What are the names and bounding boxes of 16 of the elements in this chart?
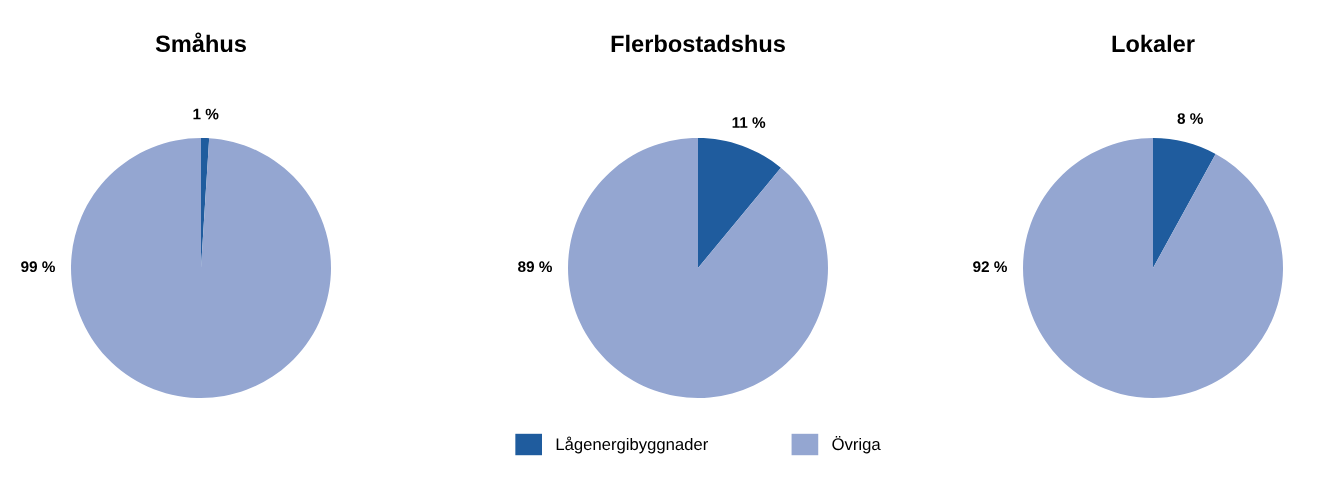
chart-title: Flerbostadshus <box>611 34 785 53</box>
legend-label: Lågenergibyggnader <box>556 436 708 454</box>
pie-slice <box>1023 138 1283 398</box>
chart-title: Lokaler <box>1112 34 1195 53</box>
legend-label: Övriga <box>832 436 881 454</box>
data-label: 8 % <box>1177 113 1203 124</box>
pie-slice <box>568 138 828 398</box>
data-label: 11 % <box>732 117 766 128</box>
data-label: 92 % <box>973 261 1007 273</box>
pie-slice <box>698 138 781 268</box>
data-label: 99 % <box>21 261 55 273</box>
chart-title: Småhus <box>155 32 246 53</box>
data-label: 89 % <box>518 261 552 273</box>
pie-slice <box>71 138 331 398</box>
data-label: 1 % <box>193 108 219 120</box>
pie-slice <box>1153 138 1216 268</box>
